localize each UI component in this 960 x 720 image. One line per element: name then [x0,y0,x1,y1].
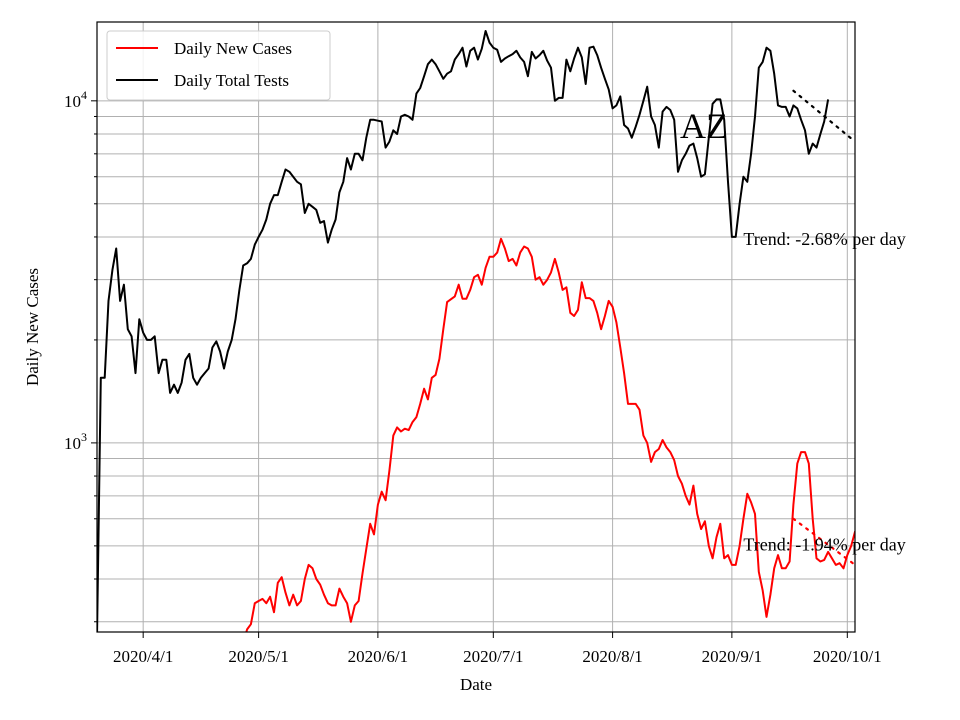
trend-lines [792,89,855,566]
y-tick-label: 104 [64,88,87,111]
legend-box [106,30,331,101]
x-tick-label: 2020/4/1 [113,647,173,666]
x-tick-labels: 2020/4/1 2020/5/1 2020/6/1 2020/7/1 2020/8/1… [113,647,882,666]
legend-label-daily-new-cases: Daily New Cases [174,39,292,58]
state-label: AZ [680,106,728,146]
axis-ticks [91,100,848,638]
series-line-daily-total-tests [97,30,830,632]
y-tick-label: 103 [64,430,87,453]
x-tick-label: 2020/5/1 [228,647,288,666]
x-tick-label: 2020/8/1 [582,647,642,666]
trend-line [792,517,855,566]
legend-label-daily-total-tests: Daily Total Tests [174,71,289,90]
x-tick-label: 2020/10/1 [813,647,882,666]
grid-lines [97,22,855,632]
x-tick-label: 2020/6/1 [348,647,408,666]
x-axis-label: Date [460,675,492,694]
trend-annotation-cases: Trend: -1.94% per day [743,534,905,554]
trend-line [792,89,855,143]
y-axis-label: Daily New Cases [23,268,42,386]
y-tick-labels: 103 104 [64,88,87,453]
x-tick-label: 2020/7/1 [463,647,523,666]
legend: Daily New Cases Daily Total Tests [106,30,331,101]
series-line-daily-new-cases [245,237,855,632]
trend-annotation-tests: Trend: -2.68% per day [743,229,905,249]
x-tick-label: 2020/9/1 [702,647,762,666]
series-lines [97,30,855,632]
plot-frame [96,21,856,633]
